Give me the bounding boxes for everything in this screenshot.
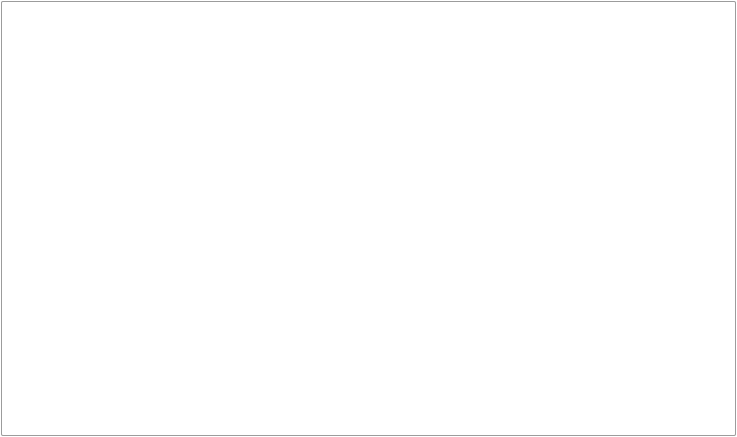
- chart-screenshot: { "window": { "background": "#ffffff", "…: [0, 0, 737, 437]
- chart-frame: [1, 1, 736, 436]
- plot-area: [0, 0, 737, 437]
